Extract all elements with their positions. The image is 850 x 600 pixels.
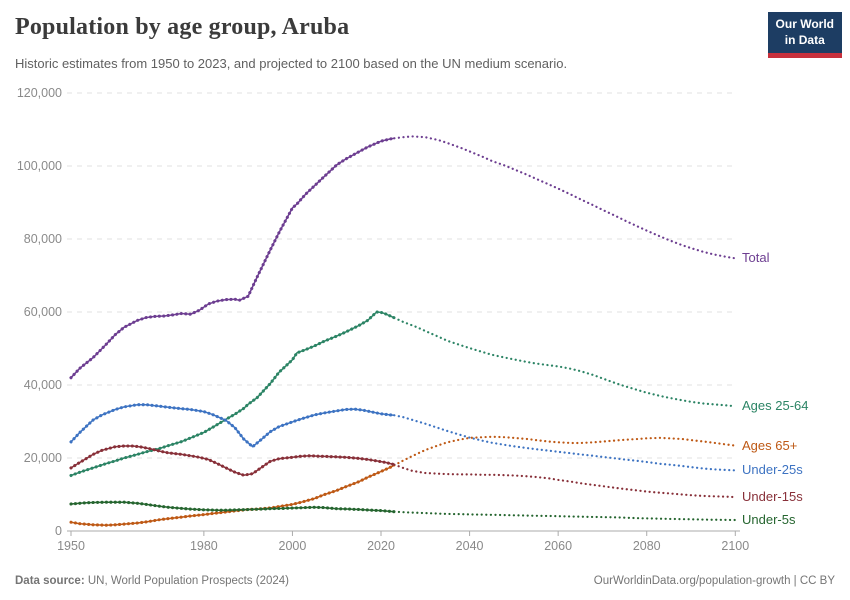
x-axis: 1950 1980 2000 2020 2040 2060 2080 2100	[57, 530, 749, 553]
series-label-under-5s: Under-5s	[742, 512, 796, 528]
y-tick-label: 80,000	[24, 232, 62, 246]
x-tick-label: 2020	[367, 539, 395, 553]
series-total	[69, 135, 737, 380]
series-label-ages-25-64: Ages 25-64	[742, 398, 809, 414]
y-tick-label: 100,000	[17, 159, 62, 173]
y-tick-label: 20,000	[24, 451, 62, 465]
y-tick-label: 40,000	[24, 378, 62, 392]
owid-logo-line2: in Data	[784, 32, 825, 47]
x-tick-label: 1950	[57, 539, 85, 553]
x-tick-label: 2080	[633, 539, 661, 553]
series-label-under-25s: Under-25s	[742, 462, 803, 478]
owid-logo-line1: Our World	[775, 17, 834, 31]
y-axis: 0 20,000 40,000 60,000 80,000 100,000 120,000	[17, 86, 737, 538]
x-tick-label: 2060	[544, 539, 572, 553]
x-tick-label: 1980	[190, 539, 218, 553]
y-tick-label: 0	[55, 524, 62, 538]
chart-footer: Data source: UN, World Population Prospe…	[15, 575, 835, 587]
series-under-15s	[69, 444, 737, 499]
x-tick-label: 2000	[279, 539, 307, 553]
x-tick-label: 2040	[456, 539, 484, 553]
series-label-ages-65: Ages 65+	[742, 437, 798, 453]
chart-subtitle: Historic estimates from 1950 to 2023, an…	[15, 56, 568, 71]
y-tick-label: 60,000	[24, 305, 62, 319]
x-tick-label: 2100	[721, 539, 749, 553]
data-source-label: Data source:	[15, 575, 85, 587]
series-under-5s	[69, 500, 737, 522]
owid-logo[interactable]: Our World in Data	[767, 12, 842, 59]
y-tick-label: 120,000	[17, 86, 62, 100]
series-label-under-15s: Under-15s	[742, 489, 803, 505]
page-title: Population by age group, Aruba	[15, 14, 350, 40]
citation-link[interactable]: OurWorldinData.org/population-growth | C…	[593, 575, 835, 587]
series-under-25s	[69, 403, 737, 472]
series-ages-25-64	[69, 310, 737, 478]
series-label-total: Total	[742, 250, 770, 266]
data-source-text: UN, World Population Prospects (2024)	[84, 575, 289, 587]
